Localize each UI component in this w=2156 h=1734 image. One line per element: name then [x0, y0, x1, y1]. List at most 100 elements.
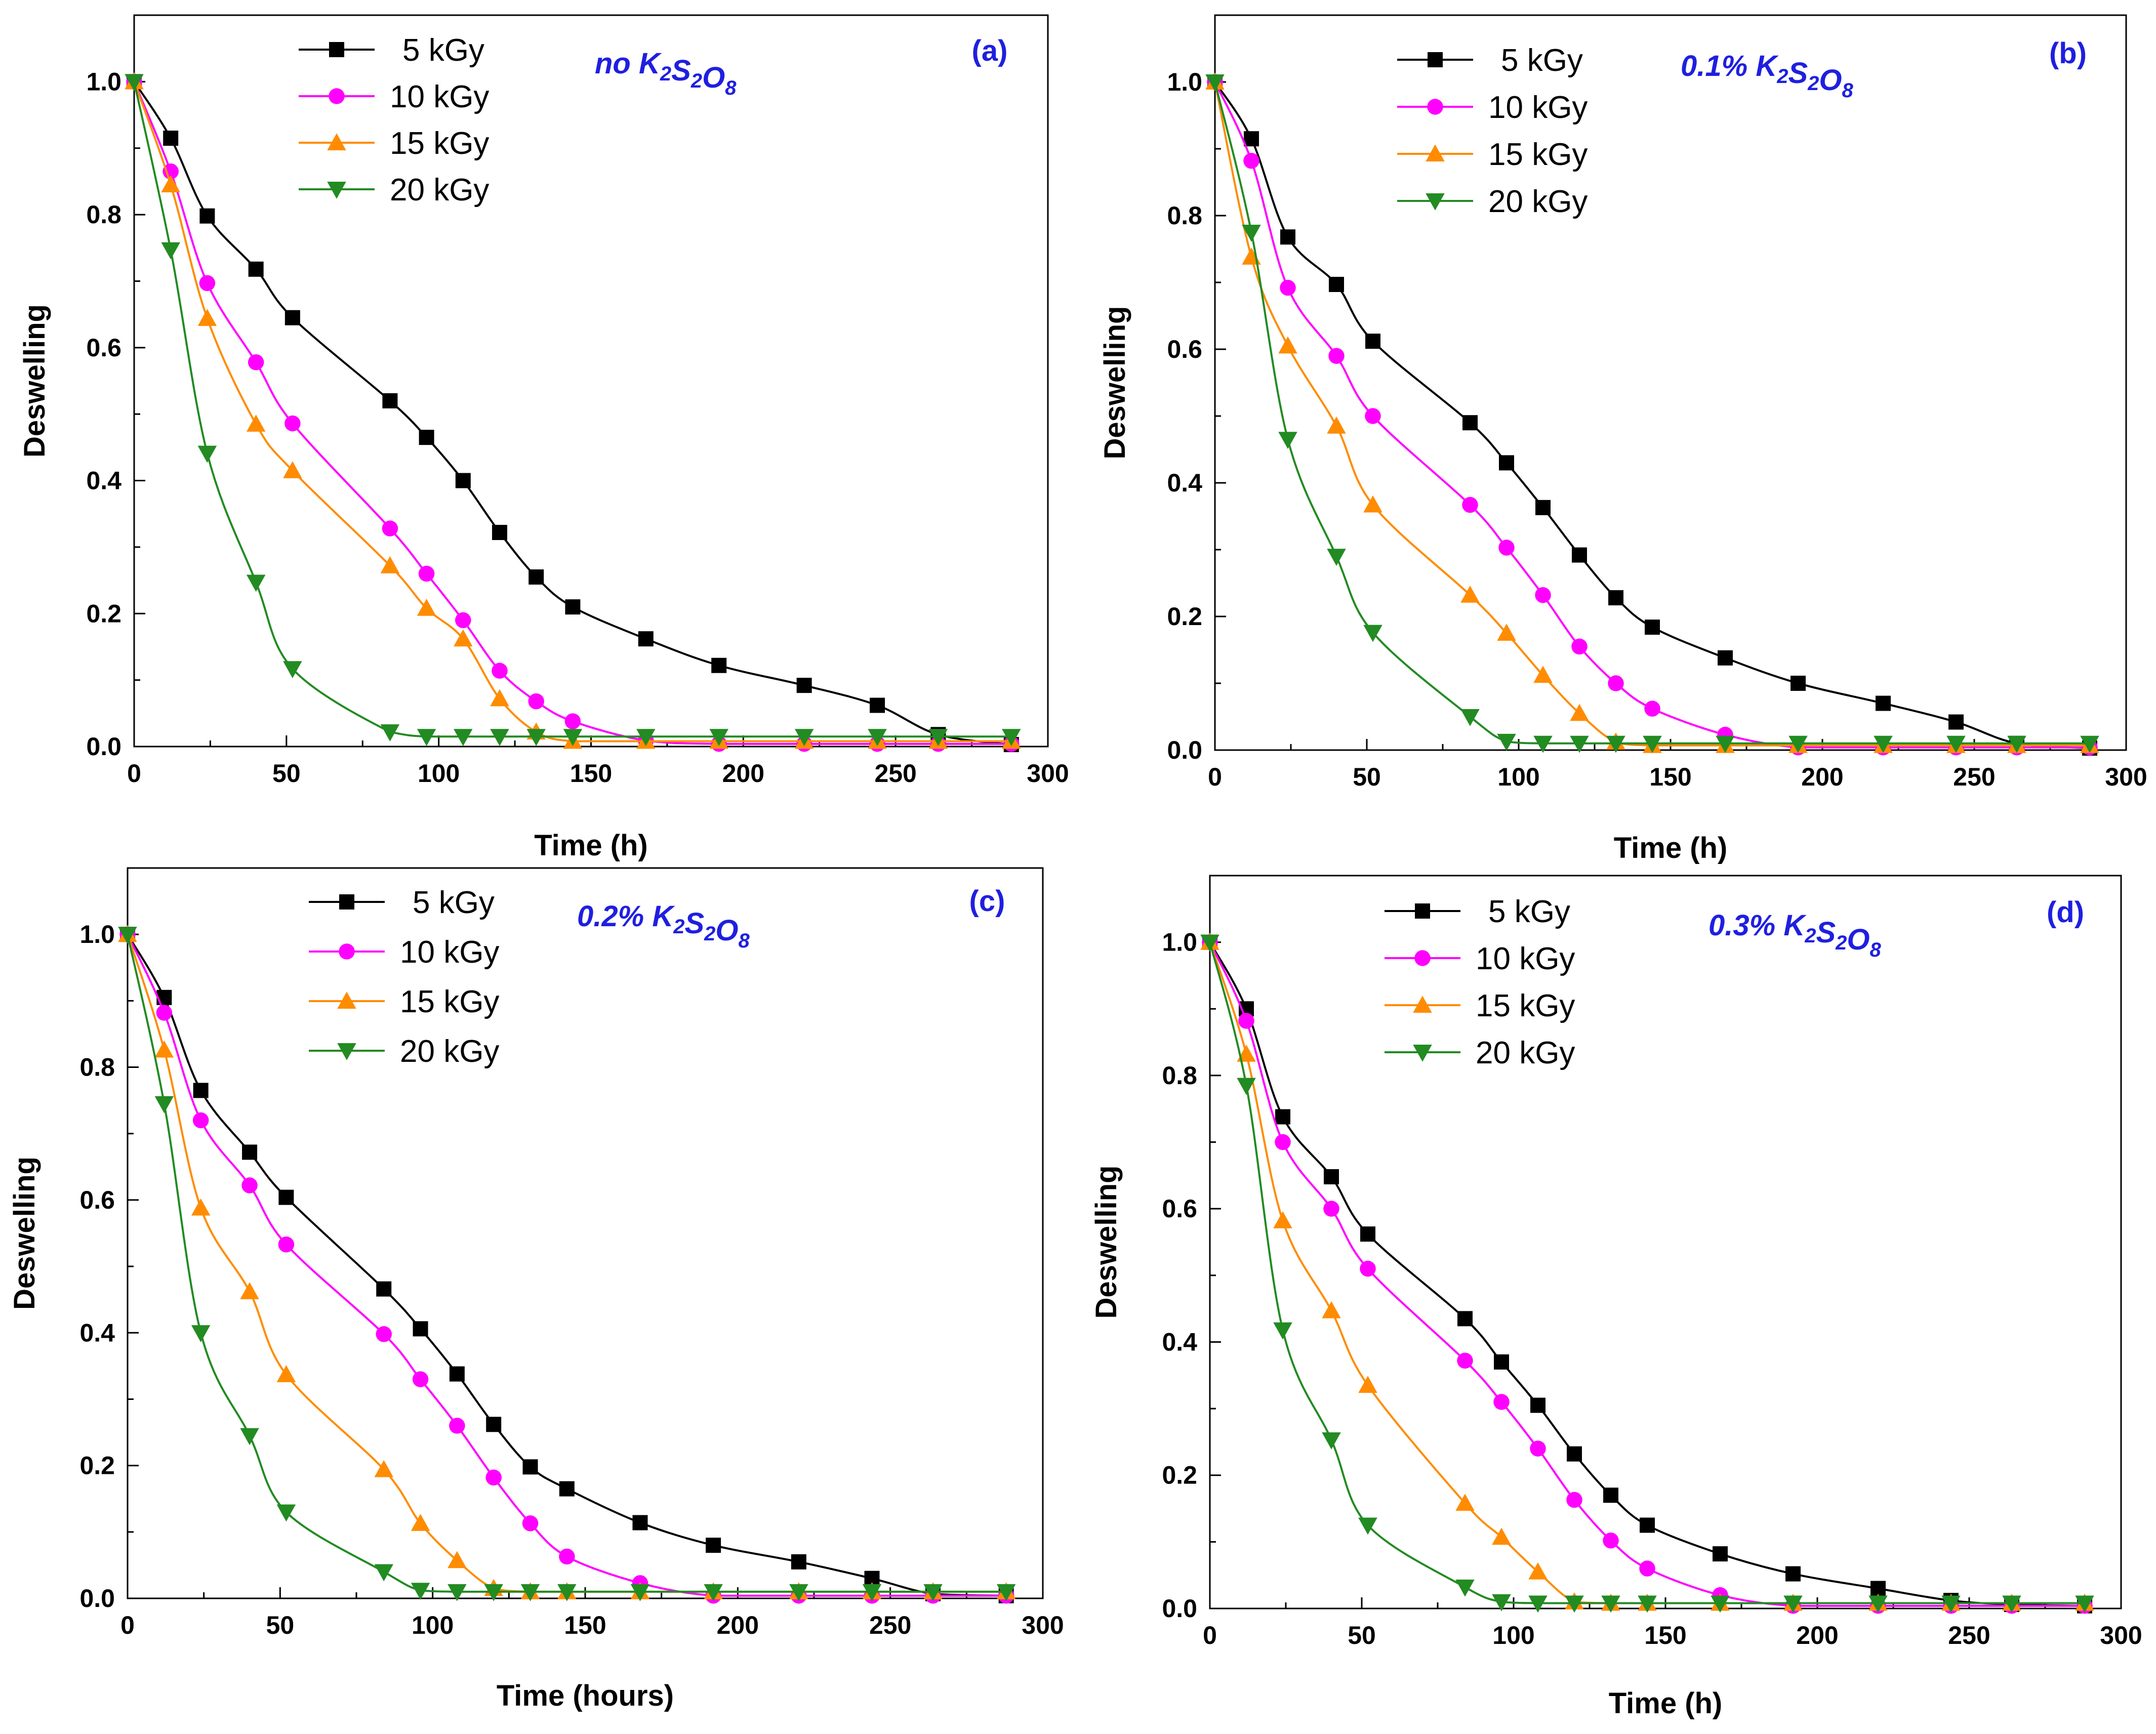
marker-triangle-up: [246, 415, 266, 432]
x-tick-label: 250: [869, 1611, 911, 1639]
annotation-subscript: 2: [690, 70, 702, 92]
marker-triangle-down: [1413, 1045, 1432, 1062]
marker-square: [1324, 1169, 1339, 1184]
x-tick-label: 0: [1203, 1621, 1217, 1649]
legend-entry: 15 kGy: [299, 126, 489, 161]
y-tick-label: 1.0: [79, 920, 115, 948]
y-tick-label: 0.8: [86, 200, 121, 229]
marker-square: [1329, 276, 1344, 292]
marker-square: [1567, 1446, 1582, 1462]
legend-entry: 5 kGy: [309, 885, 495, 920]
x-tick-label: 250: [874, 759, 916, 788]
legend-entry: 5 kGy: [299, 33, 484, 68]
marker-triangle-down: [996, 1584, 1016, 1601]
marker-triangle-down: [923, 1584, 943, 1601]
marker-circle: [1328, 348, 1345, 364]
y-tick-label: 0.4: [1162, 1328, 1197, 1356]
marker-triangle-up: [417, 599, 436, 616]
legend-label: 15 kGy: [400, 984, 499, 1019]
series-20-kgy: [1200, 934, 2094, 1613]
marker-square: [1457, 1311, 1473, 1327]
marker-square: [1499, 455, 1514, 471]
x-tick-label: 0: [120, 1611, 135, 1639]
marker-circle: [1566, 1492, 1582, 1508]
marker-triangle-down: [490, 729, 509, 747]
y-tick-label: 0.2: [1167, 602, 1202, 631]
y-tick-label: 0.0: [1167, 736, 1202, 764]
marker-triangle-up: [490, 689, 509, 707]
x-tick-label: 50: [1348, 1621, 1376, 1649]
marker-triangle-down: [1002, 729, 1021, 747]
marker-circle: [241, 1177, 258, 1193]
series-10-kgy: [126, 73, 1020, 752]
marker-circle: [528, 693, 544, 710]
marker-circle: [1243, 153, 1259, 169]
marker-circle: [412, 1371, 429, 1387]
marker-square: [559, 1481, 575, 1497]
marker-triangle-up: [1460, 586, 1480, 603]
marker-triangle-down: [191, 1325, 211, 1343]
marker-square: [638, 631, 654, 647]
series-line: [1214, 81, 2090, 750]
x-tick-label: 150: [1649, 763, 1691, 791]
marker-circle: [449, 1418, 465, 1434]
marker-triangle-up: [1273, 1211, 1292, 1228]
x-tick-label: 100: [418, 759, 460, 788]
marker-triangle-up: [276, 1365, 296, 1382]
marker-triangle-up: [1533, 666, 1553, 683]
marker-circle: [1360, 1260, 1376, 1277]
y-tick-label: 0.8: [1167, 201, 1202, 230]
marker-circle: [1427, 99, 1443, 115]
marker-square: [1870, 1581, 1886, 1596]
marker-circle: [564, 713, 581, 729]
marker-circle: [284, 415, 301, 432]
marker-circle: [1644, 700, 1660, 717]
y-axis-title: Deswelling: [18, 304, 51, 458]
series-10-kgy: [1202, 934, 2093, 1614]
legend-entry: 15 kGy: [1397, 137, 1588, 172]
series-line: [133, 81, 1011, 742]
panel-label: (b): [2049, 37, 2087, 70]
marker-square: [193, 1083, 209, 1098]
marker-triangle-down: [1601, 1595, 1620, 1613]
legend-label: 20 kGy: [1476, 1036, 1575, 1070]
marker-triangle-down: [1426, 193, 1445, 211]
marker-triangle-up: [1322, 1301, 1341, 1318]
marker-triangle-down: [2075, 1595, 2094, 1613]
legend-entry: 20 kGy: [309, 1034, 499, 1069]
marker-circle: [376, 1326, 392, 1342]
marker-triangle-up: [454, 629, 473, 647]
y-tick-label: 0.6: [79, 1186, 115, 1214]
marker-circle: [329, 88, 345, 104]
marker-square: [329, 42, 344, 57]
marker-square: [382, 393, 398, 408]
y-tick-label: 0.0: [79, 1584, 115, 1613]
marker-triangle-down: [118, 927, 137, 944]
series-20-kgy: [1205, 74, 2099, 753]
marker-triangle-down: [1205, 74, 1225, 92]
marker-triangle-down: [1638, 1595, 1657, 1613]
marker-square: [1428, 52, 1443, 67]
marker-triangle-up: [1492, 1527, 1511, 1545]
annotation-element: K: [1756, 50, 1779, 82]
marker-square: [711, 657, 727, 673]
marker-triangle-down: [1946, 735, 1966, 753]
annotation-subscript: 8: [1870, 939, 1882, 961]
marker-triangle-down: [1200, 934, 1219, 952]
y-tick-label: 0.2: [79, 1452, 115, 1480]
marker-square: [870, 697, 885, 713]
marker-triangle-down: [868, 729, 887, 747]
marker-square: [1415, 903, 1430, 919]
marker-triangle-up: [240, 1282, 259, 1299]
marker-triangle-down: [526, 729, 546, 747]
legend-label: 20 kGy: [390, 173, 489, 208]
legend-entry: 5 kGy: [1385, 894, 1570, 929]
marker-triangle-up: [1528, 1562, 1548, 1580]
series-5-kgy: [1202, 934, 2092, 1614]
marker-circle: [1280, 279, 1296, 296]
series-line: [1209, 941, 2085, 1607]
marker-triangle-up: [1363, 495, 1382, 513]
x-tick-label: 300: [1027, 759, 1069, 788]
series-line: [1214, 81, 2090, 747]
marker-triangle-down: [161, 242, 180, 260]
